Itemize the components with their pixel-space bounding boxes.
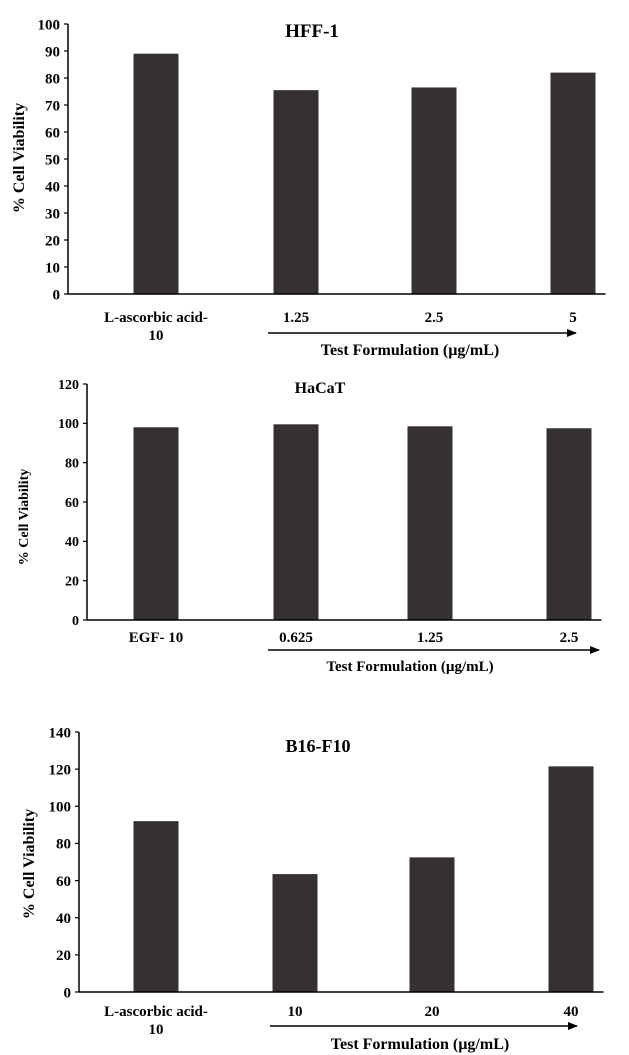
x-category-label: 20: [425, 1004, 440, 1020]
x-axis-label: Test Formulation (µg/mL): [321, 342, 499, 359]
y-tick-label: 100: [58, 417, 79, 432]
x-category-label: L-ascorbic acid-10: [104, 310, 208, 344]
y-tick-label: 40: [45, 179, 60, 195]
bar-3: [409, 857, 455, 992]
y-tick-label: 40: [56, 911, 71, 927]
y-tick-label: 10: [45, 260, 60, 276]
x-category-label: 40: [564, 1004, 579, 1020]
y-axis-label: % Cell Viability: [21, 809, 38, 919]
chart-panel-3: B16-F10 % Cell Viability 0 20 40 60 80 100 120 14…: [21, 725, 604, 1053]
bar-1: [133, 53, 179, 295]
y-tick-label: 30: [45, 206, 60, 222]
chart-title: HaCaT: [295, 380, 346, 397]
x-category-label: 2.5: [425, 310, 444, 326]
chart-title: B16-F10: [286, 736, 351, 756]
x-category-label: 5: [569, 310, 577, 326]
x-category-label: EGF- 10: [129, 630, 184, 646]
y-tick-label: 40: [65, 535, 79, 550]
y-tick-label: 80: [65, 457, 79, 472]
bar-3: [407, 426, 453, 620]
bar-4: [546, 428, 592, 620]
y-tick-label: 0: [64, 985, 72, 1001]
bar-4: [550, 72, 596, 294]
x-category-label: 1.25: [417, 630, 443, 646]
y-tick-label: 90: [45, 44, 60, 60]
x-axis-label: Test Formulation (µg/mL): [331, 1036, 509, 1053]
y-tick-label: 100: [38, 17, 61, 33]
x-category-label: 2.5: [560, 630, 579, 646]
y-tick-label: 20: [65, 575, 79, 590]
bar-4: [548, 766, 594, 992]
x-category-label: 1.25: [283, 310, 309, 326]
bar-2: [273, 90, 319, 295]
y-axis-label: % Cell Viability: [11, 103, 28, 213]
y-tick-label: 60: [56, 874, 71, 890]
chart-panel-1: HFF-1 % Cell Viability 0 10 20 30 40 50 60 70 80 90…: [11, 17, 606, 359]
y-tick-label: 0: [53, 287, 61, 303]
y-tick-label: 70: [45, 98, 60, 114]
bar-2: [272, 874, 318, 992]
y-tick-label: 80: [45, 71, 60, 87]
y-axis-label: % Cell Viability: [17, 469, 32, 565]
y-tick-label: 50: [45, 152, 60, 168]
x-category-label: 0.625: [279, 630, 313, 646]
chart-panel-2: HaCaT % Cell Viability 0 20 40 60 80 100 120 EGF-…: [17, 378, 602, 675]
x-category-label: L-ascorbic acid-10: [104, 1004, 208, 1038]
x-axis-label: Test Formulation (µg/mL): [326, 659, 493, 675]
y-tick-label: 20: [45, 233, 60, 249]
y-tick-label: 120: [58, 378, 79, 393]
bar-2: [273, 424, 319, 620]
bar-3: [411, 87, 457, 294]
bar-1: [133, 821, 179, 992]
y-tick-label: 80: [56, 837, 71, 853]
y-tick-label: 140: [49, 725, 72, 741]
y-tick-label: 100: [49, 800, 72, 816]
x-category-label: 10: [288, 1004, 303, 1020]
y-tick-label: 60: [45, 125, 60, 141]
y-tick-label: 20: [56, 948, 71, 964]
chart-title: HFF-1: [285, 21, 339, 42]
y-tick-label: 60: [65, 496, 79, 511]
bar-1: [133, 427, 179, 620]
y-tick-label: 0: [72, 614, 79, 629]
y-tick-label: 120: [49, 762, 72, 778]
